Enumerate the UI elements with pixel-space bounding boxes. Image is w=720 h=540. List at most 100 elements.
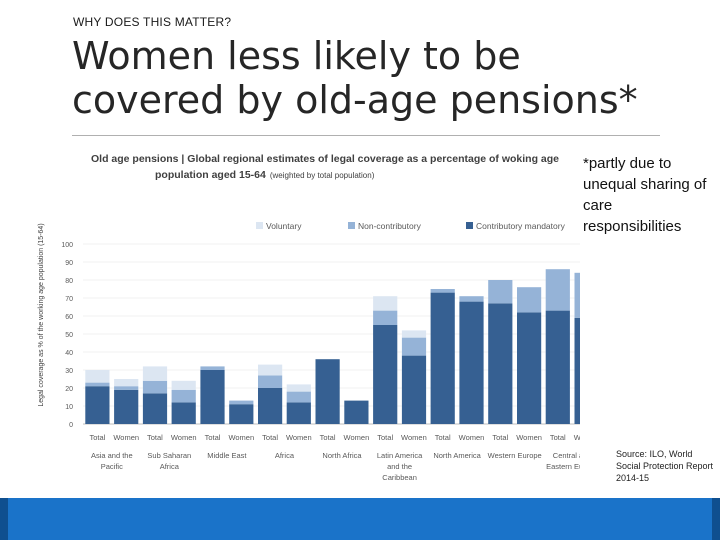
chart-title-line-1: Old age pensions | Global regional estim… [91,153,559,165]
region-label-line: Pacific [101,462,123,471]
bar-segment-non-contributory [114,386,139,390]
region-label-line: Asia and the [91,451,133,460]
footer-bar [0,498,720,540]
region-label-line: Western Europe [488,451,542,460]
bar-segment-non-contributory [200,366,225,370]
y-tick-label: 80 [65,278,73,285]
region-label: North America [433,451,481,460]
x-tick-label: Women [401,433,427,442]
bar-segment-contributory-mandatory [85,386,110,424]
x-axis-ticks: Total Women Total Women Total Women Total Women… [89,433,580,442]
y-tick-label: 10 [65,404,73,411]
bar-segment-contributory-mandatory [459,301,484,424]
y-tick-label: 50 [65,332,73,339]
chart-legend: Voluntary Non-contributory Contributory ma… [256,221,566,231]
bar-segment-non-contributory [229,400,254,405]
chart-bars [85,269,580,424]
region-label: North Africa [322,451,362,460]
region-label-line: Middle East [207,451,247,460]
y-tick-label: 60 [65,314,73,321]
chart-title-line-2: population aged 15-64 (weighted by total … [155,169,375,181]
chart-title-suffix: (weighted by total population) [270,171,375,180]
region-label-line: and the [387,462,412,471]
region-labels: Asia and the Pacific Sub Saharan Africa Midd… [91,451,580,482]
region-label: Latin America and the Caribbean [377,451,423,482]
region-label: Western Europe [488,451,542,460]
bar-segment-non-contributory [258,375,283,388]
slide-title: Women less likely to be covered by old-a… [72,34,692,122]
region-label: Africa [275,451,295,460]
bar-segment-contributory-mandatory [545,310,570,424]
bar-segment-voluntary [171,380,196,390]
legend-swatch-voluntary [256,222,263,229]
footer-bar-right-accent [712,498,720,540]
legend-swatch-non-contributory [348,222,355,229]
y-tick-label: 30 [65,368,73,375]
region-label-line: Caribbean [382,473,417,482]
footer-bar-left-accent [0,498,8,540]
x-tick-label: Women [228,433,254,442]
bar-segment-voluntary [142,366,168,381]
y-tick-label: 90 [65,260,73,267]
region-label-line: Latin America [377,451,423,460]
bar-segment-non-contributory [142,380,168,394]
y-tick-label: 70 [65,296,73,303]
bar-segment-contributory-mandatory [229,404,254,424]
x-tick-label: Total [262,433,278,442]
bar-segment-voluntary [114,379,139,387]
x-tick-label: Women [171,433,197,442]
y-tick-label: 20 [65,386,73,393]
legend-swatch-contributory-mandatory [466,222,473,229]
footnote: *partly due to unequal sharing of care r… [583,155,707,235]
region-label-line: Sub Saharan [147,451,191,460]
bar-segment-non-contributory [401,337,427,356]
slide-title-line-2: covered by old-age pensions* [72,78,638,122]
pension-coverage-chart: Old age pensions | Global regional estim… [38,153,580,482]
bar-segment-non-contributory [171,389,196,403]
x-tick-label: Total [550,433,566,442]
bar-segment-contributory-mandatory [315,359,340,424]
y-tick-label: 0 [69,422,73,429]
bar-segment-non-contributory [574,272,580,318]
bar-segment-contributory-mandatory [517,312,542,424]
bar-segment-voluntary [401,330,427,338]
bar-segment-contributory-mandatory [200,370,225,424]
x-tick-label: Total [492,433,508,442]
bar-segment-non-contributory [430,289,455,293]
bar-segment-non-contributory [545,269,570,311]
bar-segment-non-contributory [373,310,398,325]
legend-label-contributory-mandatory: Contributory mandatory [476,221,566,231]
bar-segment-non-contributory [85,382,110,387]
bar-segment-non-contributory [286,391,311,403]
x-tick-label: Total [435,433,451,442]
bar-segment-contributory-mandatory [430,292,455,424]
bar-segment-voluntary [85,370,110,383]
region-label: Central and Eastern Europe [546,451,580,471]
region-label-line: North Africa [322,451,362,460]
bar-segment-voluntary [258,364,283,376]
title-divider [72,135,660,136]
region-label: Middle East [207,451,247,460]
slide-title-line-1: Women less likely to be [72,34,521,78]
region-label-line: Africa [275,451,295,460]
bar-segment-non-contributory [517,287,542,313]
chart-title-line-2-main: population aged 15-64 [155,169,266,181]
bar-segment-non-contributory [488,280,513,304]
x-tick-label: Total [377,433,393,442]
bar-segment-contributory-mandatory [574,317,580,424]
y-tick-label: 40 [65,350,73,357]
x-tick-label: Women [574,433,580,442]
bar-segment-contributory-mandatory [344,400,369,424]
bar-segment-contributory-mandatory [114,389,139,424]
bar-segment-non-contributory [459,296,484,302]
bar-segment-voluntary [373,296,398,311]
x-tick-label: Women [344,433,370,442]
x-tick-label: Total [205,433,221,442]
y-tick-label: 100 [61,242,73,249]
x-tick-label: Total [89,433,105,442]
region-label: Asia and the Pacific [91,451,133,471]
region-label-line: Africa [160,462,180,471]
bar-segment-contributory-mandatory [142,393,168,424]
source-citation: Source: ILO, World Social Protection Rep… [616,449,714,483]
